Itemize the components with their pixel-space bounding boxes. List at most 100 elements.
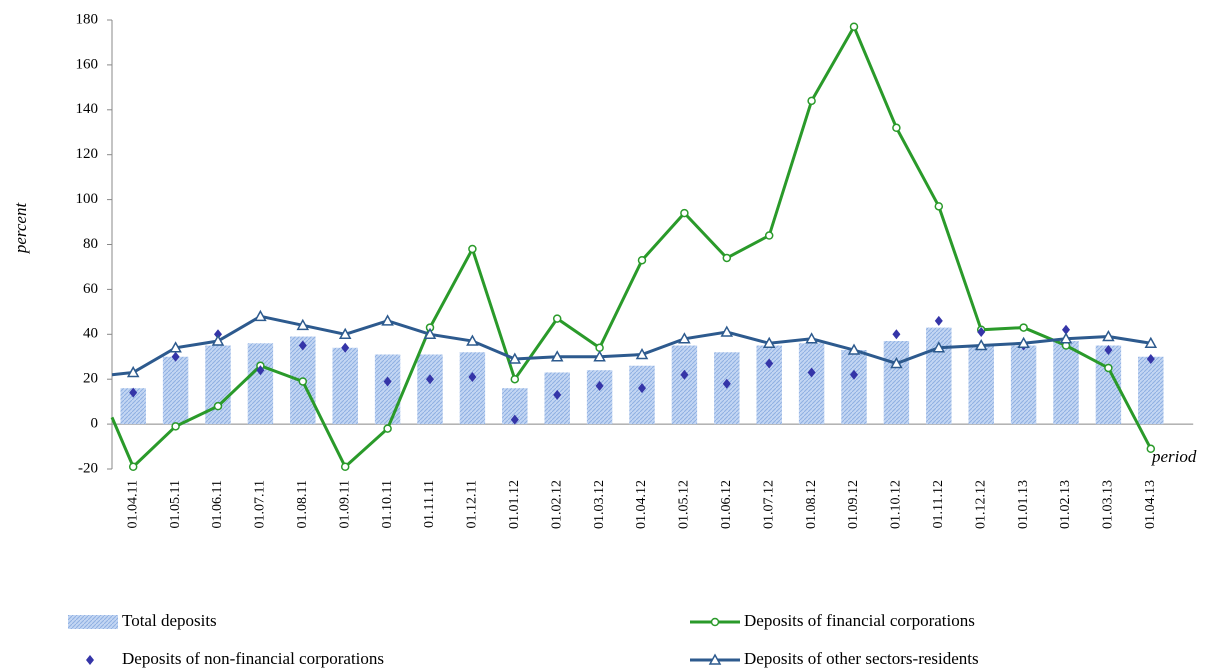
point [680, 369, 689, 380]
point [1062, 324, 1070, 335]
bar [841, 350, 867, 425]
line [111, 314, 1152, 377]
x-tick-label: 01.08.11 [295, 480, 310, 528]
point [296, 318, 310, 331]
point [550, 350, 564, 362]
bar [247, 343, 274, 425]
point [934, 315, 943, 326]
x-tick-label: 01.11.12 [931, 480, 946, 528]
y-tick-label: -20 [78, 460, 98, 476]
bar [798, 343, 825, 425]
point [678, 332, 691, 344]
point [381, 314, 394, 326]
point [762, 336, 776, 349]
point [256, 365, 265, 376]
bar [374, 354, 401, 425]
point [637, 255, 647, 265]
point [932, 341, 946, 353]
point [340, 462, 350, 472]
point [468, 371, 477, 382]
point [765, 358, 774, 369]
x-tick-label: 01.05.11 [168, 480, 183, 528]
x-axis-label: period [1151, 447, 1197, 466]
y-tick-label: 160 [76, 56, 99, 72]
point [341, 342, 350, 353]
point [977, 327, 986, 338]
legend-marker [710, 617, 720, 627]
x-tick-label: 01.03.12 [592, 480, 607, 529]
legend-swatch [68, 615, 118, 629]
point [847, 343, 861, 355]
bar [162, 356, 189, 425]
x-tick-label: 01.01.12 [507, 480, 522, 529]
point [1059, 332, 1073, 344]
point [383, 424, 392, 433]
x-tick-label: 01.04.11 [125, 480, 140, 528]
x-tick-label: 01.06.12 [719, 480, 734, 529]
point [1102, 330, 1115, 342]
point [510, 374, 520, 384]
x-tick-label: 01.11.11 [422, 480, 437, 528]
point [126, 365, 140, 378]
x-tick-label: 01.12.12 [973, 480, 988, 529]
point [128, 462, 138, 472]
bar [1010, 345, 1037, 425]
x-tick-label: 01.08.12 [804, 480, 819, 529]
point [510, 414, 519, 425]
point [552, 314, 562, 323]
bar [1138, 356, 1164, 425]
point [298, 340, 307, 351]
legend-marker [86, 655, 94, 665]
x-tick-label: 01.06.11 [210, 480, 225, 528]
x-tick-label: 01.02.12 [549, 480, 564, 529]
point [635, 347, 649, 360]
bar [417, 354, 443, 425]
point [805, 332, 818, 344]
x-tick-label: 01.04.12 [634, 480, 649, 529]
x-tick-label: 01.12.11 [465, 480, 480, 528]
point [383, 376, 392, 387]
legend-marker [708, 653, 722, 665]
point [890, 356, 903, 369]
point [426, 374, 434, 385]
point [171, 422, 180, 431]
bar [205, 345, 231, 425]
x-tick-label: 01.03.13 [1101, 480, 1116, 529]
y-tick-label: 60 [83, 281, 98, 297]
legend-item: Deposits of other sectors-residents [690, 649, 979, 668]
point [849, 22, 859, 31]
y-tick-label: 120 [76, 146, 99, 162]
point [764, 231, 774, 240]
point [892, 329, 901, 340]
point [1146, 444, 1156, 454]
legend-label: Deposits of non-financial corporations [122, 649, 384, 668]
bar [629, 365, 655, 425]
point [807, 367, 816, 378]
point [171, 351, 180, 362]
point [892, 123, 901, 133]
point [129, 387, 138, 398]
point [213, 401, 223, 411]
point [638, 383, 646, 394]
y-axis-label: percent [11, 202, 30, 255]
legend-label: Deposits of other sectors-residents [744, 649, 979, 668]
legend-label: Deposits of financial corporations [744, 611, 975, 630]
point [1104, 363, 1113, 373]
point [593, 350, 606, 362]
bar [883, 341, 910, 425]
point [214, 329, 222, 340]
point [466, 334, 479, 346]
point [169, 341, 182, 353]
point [722, 378, 731, 389]
point [553, 389, 562, 400]
x-tick-label: 01.07.12 [761, 480, 776, 529]
line [110, 23, 1153, 470]
point [720, 325, 734, 337]
point [1104, 345, 1113, 356]
point [254, 309, 267, 322]
legend-label: Total deposits [122, 611, 217, 630]
y-tick-label: 20 [83, 371, 98, 387]
bar [671, 345, 698, 425]
legend-item: Deposits of financial corporations [690, 611, 975, 630]
